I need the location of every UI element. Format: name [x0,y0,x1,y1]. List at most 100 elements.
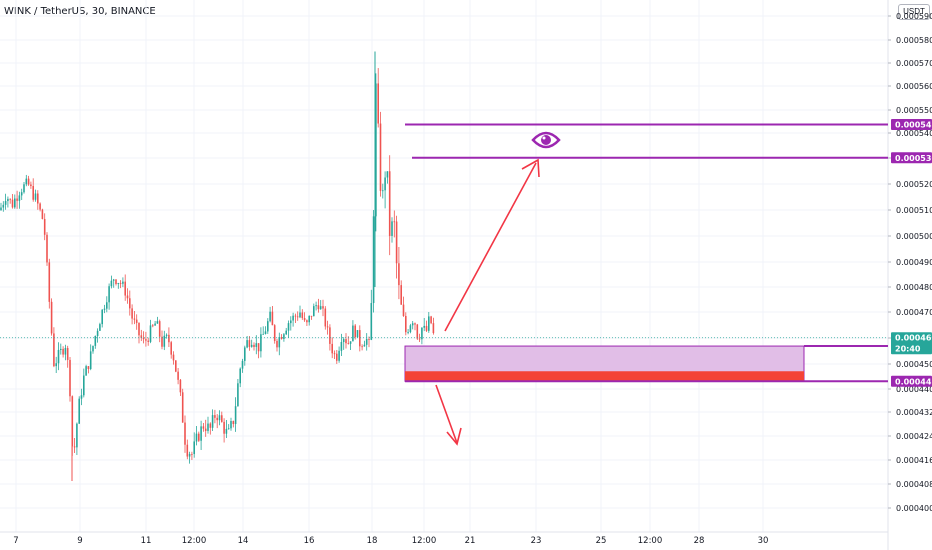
candle-body [418,338,421,340]
candle-body [285,330,287,335]
candle-body [221,415,223,422]
level-tag-0-label: 0.0005437 [895,120,932,129]
candle-body [232,421,235,425]
x-tick-label: 7 [13,536,18,546]
drawings [0,123,888,446]
candle-body [257,343,260,352]
candle-body [133,318,136,320]
x-tick-label: 12:00 [638,536,663,546]
candle-body [264,331,267,334]
candle-body [202,426,205,429]
candle-body [365,338,368,345]
x-tick-label: 12:00 [182,536,207,546]
candle-body [296,316,299,318]
candle-body [168,334,170,343]
candle-body [122,281,124,284]
candle-body [398,263,400,286]
x-tick-label: 21 [465,536,476,546]
candle-body [333,353,336,355]
candle-body [85,366,87,376]
candle-body [87,366,90,370]
x-tick-label: 30 [758,536,769,546]
candle-body [147,340,149,342]
candle-body [409,325,412,333]
candle-body [276,340,278,348]
candle-body [124,281,126,296]
candle-body [207,423,209,431]
candle-body [119,283,122,284]
candle-body [342,339,345,343]
candle-body [292,315,294,321]
candle-body [359,330,361,347]
arrow-down-head [446,427,462,446]
candle-body [214,415,216,418]
candle-body [152,325,154,327]
candle-body [218,415,221,421]
candle-body [271,311,274,326]
candle-body [287,323,290,331]
x-tick-label: 14 [238,536,249,546]
candle-body [198,433,200,441]
candle-body [158,321,161,337]
candle-body [4,201,7,205]
candle-body [60,348,62,350]
candle-body [273,325,276,341]
candle-body [209,423,212,428]
candle-body [179,379,182,393]
stop-band [405,371,804,382]
currency-label[interactable]: USDT [898,4,930,20]
candle-body [262,333,264,335]
candle-body [99,324,101,331]
candle-body [361,346,363,348]
candle-body [78,398,80,424]
candle-body [301,312,304,319]
arrow-up-head [521,158,540,178]
candle-body [315,305,317,307]
candle-body [32,186,34,200]
candle-body [322,306,324,309]
candle-body [352,325,354,342]
candle-body [211,415,214,428]
candle-body [62,348,64,355]
candle-body [260,334,262,352]
candle-body [368,338,370,340]
candle-body [131,308,133,319]
candle-body [89,351,92,370]
x-tick-label: 25 [596,536,607,546]
candle-body [290,320,292,324]
candle-body [388,171,391,236]
candle-body [326,326,329,328]
candle-body [414,323,416,325]
candle-body [402,304,405,316]
x-tick-label: 18 [367,536,378,546]
candle-body [181,392,184,423]
candle-body [149,325,152,342]
candle-body [27,178,30,185]
candle-body [356,330,359,338]
candle-body [349,341,352,344]
candle-body [345,339,347,344]
candle-body [46,234,48,263]
candle-body [347,343,350,344]
candle-body [101,309,103,325]
candle-body [195,433,198,442]
candle-body [112,279,115,281]
candle-body [106,302,108,309]
candle-body [103,308,106,310]
arrow-up-line [444,162,537,332]
candle-body [18,195,21,201]
level-tag-3-bg [891,375,932,387]
candle-body [324,308,327,327]
candle-body [115,279,117,285]
candle-body [57,349,60,364]
price-tags: 0.00054370.00053010.00045690.00044310.00… [891,118,932,387]
candle-body [110,280,113,287]
candle-body [76,423,78,448]
